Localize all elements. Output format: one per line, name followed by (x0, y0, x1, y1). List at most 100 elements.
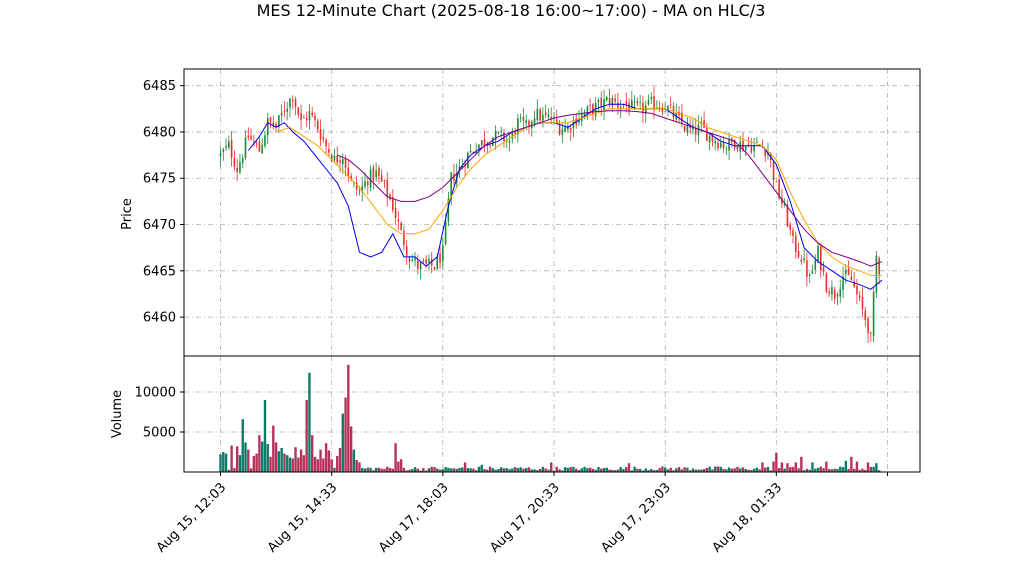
volume-panel: 5000 10000 Volume (110, 355, 921, 473)
volume-bar (316, 459, 319, 472)
candle-body (853, 281, 855, 287)
volume-bar (494, 469, 497, 472)
volume-bar (536, 470, 539, 472)
volume-bar (814, 468, 817, 472)
volume-bar (650, 469, 653, 472)
volume-bar (802, 470, 806, 472)
candle-body (622, 104, 625, 106)
volume-bar (333, 467, 336, 472)
volume-bar (519, 467, 522, 472)
candle-body (661, 107, 664, 112)
volume-bar (411, 469, 414, 472)
volume-bar (280, 448, 283, 472)
volume-bar (233, 467, 236, 472)
x-tick-label: Aug 17, 18:03 (376, 480, 452, 556)
candle-body (856, 286, 858, 295)
volume-bar (488, 466, 492, 472)
volume-bar (669, 467, 672, 472)
volume-bar (358, 462, 361, 472)
volume-grid (184, 356, 920, 472)
candle-body (608, 98, 611, 105)
volume-bar (688, 470, 692, 472)
candle-body (761, 146, 764, 148)
candle-body (247, 135, 250, 138)
candle-body (794, 235, 797, 253)
volume-bar (313, 456, 317, 472)
candle-body (644, 105, 647, 114)
candle-body (544, 112, 547, 116)
candle-body (875, 255, 878, 293)
candle-body (522, 117, 525, 122)
price-axis-label: Price (120, 198, 135, 230)
volume-bar (736, 466, 739, 472)
volume-bar (691, 468, 695, 472)
volume-bar (386, 466, 389, 472)
candle-body (775, 181, 778, 183)
volume-bar (352, 449, 356, 472)
volume-bar (575, 468, 578, 472)
candle-body (722, 142, 725, 148)
candle-body (414, 258, 416, 261)
volume-bar (277, 451, 281, 472)
candle-body (553, 116, 555, 118)
candle-body (806, 260, 808, 277)
volume-bar (241, 419, 244, 472)
candle-body (789, 224, 792, 230)
candle-body (361, 186, 364, 193)
volume-bar (486, 469, 489, 472)
candle-body (444, 220, 447, 245)
volume-bar (683, 467, 686, 472)
volume-bar (727, 467, 731, 472)
volume-bar (663, 467, 667, 472)
candle-body (861, 296, 864, 310)
volume-bar (422, 468, 425, 472)
volume-bar (755, 467, 759, 472)
volume-bar (369, 467, 372, 472)
volume-bar (274, 442, 278, 472)
candle-body (736, 146, 739, 150)
candle-body (428, 259, 430, 263)
volume-bar (586, 468, 589, 472)
candle-body (372, 167, 375, 181)
candle-body (536, 109, 539, 120)
volume-bar (308, 372, 311, 472)
volume-bar (394, 443, 397, 472)
volume-bar (875, 463, 878, 472)
volume-bar (330, 459, 333, 472)
candle-body (542, 114, 544, 121)
volume-bar (708, 466, 711, 472)
volume-bar (466, 468, 470, 472)
candle-body (314, 115, 316, 121)
candle-body (706, 127, 708, 141)
candle-body (717, 142, 719, 149)
candle-body (300, 112, 302, 120)
candle-body (569, 127, 572, 131)
volume-bar (552, 470, 556, 472)
candle-body (792, 230, 794, 236)
candle-body (631, 100, 633, 108)
volume-bar (497, 469, 500, 472)
volume-bar (561, 470, 564, 472)
candle-body (517, 118, 519, 135)
volume-bar (547, 469, 550, 472)
volume-bar (255, 453, 258, 472)
volume-bar (594, 469, 597, 472)
volume-bar (638, 468, 642, 472)
volume-bar (833, 468, 836, 472)
volume-bar (636, 468, 639, 472)
candle-body (592, 104, 594, 115)
volume-bar (711, 469, 714, 472)
candle-body (244, 137, 247, 159)
candle-body (341, 159, 344, 165)
volume-y-ticks: 5000 10000 (135, 386, 184, 441)
candle-body (358, 190, 361, 192)
candle-body (392, 197, 394, 211)
candle-body (442, 245, 444, 262)
candle-body (872, 292, 875, 336)
volume-bar (644, 468, 647, 472)
volume-bar (825, 461, 828, 472)
volume-bar (588, 467, 592, 472)
volume-bar (266, 444, 269, 472)
volume-bar (777, 468, 781, 472)
candle-body (781, 197, 783, 205)
